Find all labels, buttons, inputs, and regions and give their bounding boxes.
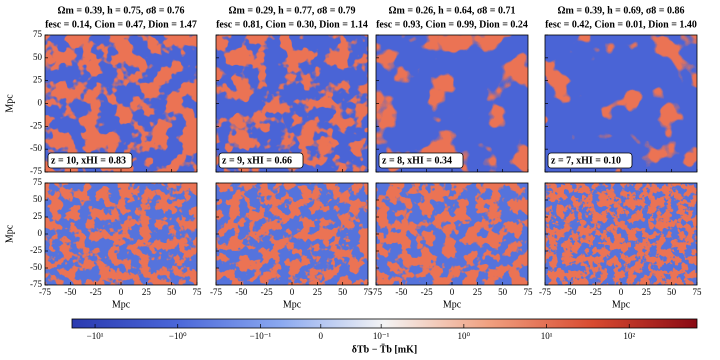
- x-tick-label: 0: [119, 287, 124, 297]
- y-tick-label: -75: [30, 279, 42, 289]
- x-tick-label: -25: [421, 287, 433, 297]
- colorbar-label: δTb − T̄b [mK]: [352, 344, 417, 356]
- panel-texture: [216, 183, 368, 285]
- x-tick-label: 50: [167, 287, 177, 297]
- x-tick-label: 25: [473, 287, 483, 297]
- x-axis-label: Mpc: [283, 299, 302, 310]
- colorbar-tick-label: 0: [319, 331, 324, 341]
- y-tick-label: 50: [33, 194, 43, 204]
- x-tick-label: 50: [667, 287, 677, 297]
- y-tick-label: 0: [38, 228, 43, 238]
- panel-title: Ωm = 0.39, h = 0.69, σ8 = 0.86: [558, 5, 685, 16]
- annotation-box: [218, 152, 304, 169]
- y-tick-label: 75: [33, 177, 43, 187]
- annotation-box: [547, 152, 633, 169]
- annotation: z = 10, xHI = 0.83: [51, 155, 126, 166]
- x-tick-label: -50: [235, 287, 247, 297]
- panel-title: Ωm = 0.29, h = 0.77, σ8 = 0.79: [229, 5, 356, 16]
- panel-texture: [216, 35, 368, 172]
- x-tick-label: -75: [370, 287, 382, 297]
- x-tick-label: -50: [564, 287, 576, 297]
- colorbar-tick-label: −10⁰: [169, 331, 187, 341]
- panel-subtitle: fesc = 0.14, Cion = 0.47, Dion = 1.47: [45, 19, 197, 30]
- x-tick-label: 75: [524, 287, 534, 297]
- x-tick-label: 75: [193, 287, 203, 297]
- y-tick-label: -25: [30, 120, 42, 130]
- panel-subtitle: fesc = 0.81, Cion = 0.30, Dion = 1.14: [216, 19, 368, 30]
- x-axis-label: Mpc: [443, 299, 462, 310]
- x-axis-label: Mpc: [112, 299, 131, 310]
- x-axis-label: Mpc: [612, 299, 631, 310]
- y-axis-label: Mpc: [4, 224, 15, 243]
- y-tick-label: 75: [33, 29, 43, 39]
- panel-texture: [45, 35, 197, 172]
- x-tick-label: -25: [261, 287, 273, 297]
- annotation-box: [47, 152, 133, 169]
- x-tick-label: -75: [539, 287, 551, 297]
- panel-title: Ωm = 0.39, h = 0.75, σ8 = 0.76: [58, 5, 185, 16]
- x-tick-label: -25: [90, 287, 102, 297]
- x-tick-label: 0: [450, 287, 455, 297]
- y-tick-label: 0: [38, 98, 43, 108]
- x-tick-label: 75: [364, 287, 374, 297]
- colorbar-tick-label: 10¹: [541, 331, 553, 341]
- y-tick-label: -50: [30, 262, 42, 272]
- colorbar-tick-label: 10⁰: [458, 331, 471, 341]
- x-tick-label: 25: [642, 287, 652, 297]
- panel-texture: [545, 35, 697, 172]
- colorbar-tick-label: −10¹: [87, 331, 104, 341]
- x-tick-label: -25: [590, 287, 602, 297]
- x-tick-label: 25: [313, 287, 323, 297]
- annotation: z = 8, xHI = 0.34: [382, 155, 452, 166]
- panel-texture: [545, 183, 697, 285]
- x-tick-label: 25: [142, 287, 152, 297]
- x-tick-label: -75: [39, 287, 51, 297]
- panel-texture: [376, 35, 528, 172]
- annotation: z = 7, xHI = 0.10: [551, 155, 621, 166]
- panel-title: Ωm = 0.26, h = 0.64, σ8 = 0.71: [389, 5, 516, 16]
- y-tick-label: 25: [33, 75, 43, 85]
- y-tick-label: 50: [33, 52, 43, 62]
- panel-texture: [376, 183, 528, 285]
- panel-subtitle: fesc = 0.42, Cion = 0.01, Dion = 1.40: [545, 19, 697, 30]
- panel-texture: [45, 183, 197, 285]
- x-tick-label: 0: [619, 287, 624, 297]
- colorbar-tick-label: 10⁻¹: [373, 331, 390, 341]
- x-tick-label: -50: [395, 287, 407, 297]
- x-tick-label: 0: [290, 287, 295, 297]
- y-tick-label: -75: [30, 166, 42, 176]
- x-tick-label: 75: [693, 287, 703, 297]
- x-tick-label: 50: [498, 287, 508, 297]
- panel-subtitle: fesc = 0.93, Cion = 0.99, Dion = 0.24: [376, 19, 528, 30]
- y-axis-label: Mpc: [4, 94, 15, 113]
- colorbar: [71, 318, 698, 329]
- colorbar-tick-label: 10²: [623, 331, 635, 341]
- annotation-box: [378, 152, 464, 169]
- y-tick-label: -50: [30, 143, 42, 153]
- x-tick-label: -75: [210, 287, 222, 297]
- x-tick-label: 50: [338, 287, 348, 297]
- x-tick-label: -50: [64, 287, 76, 297]
- annotation: z = 9, xHI = 0.66: [222, 155, 292, 166]
- colorbar-tick-label: −10⁻¹: [250, 331, 272, 341]
- y-tick-label: 25: [33, 211, 43, 221]
- y-tick-label: -25: [30, 245, 42, 255]
